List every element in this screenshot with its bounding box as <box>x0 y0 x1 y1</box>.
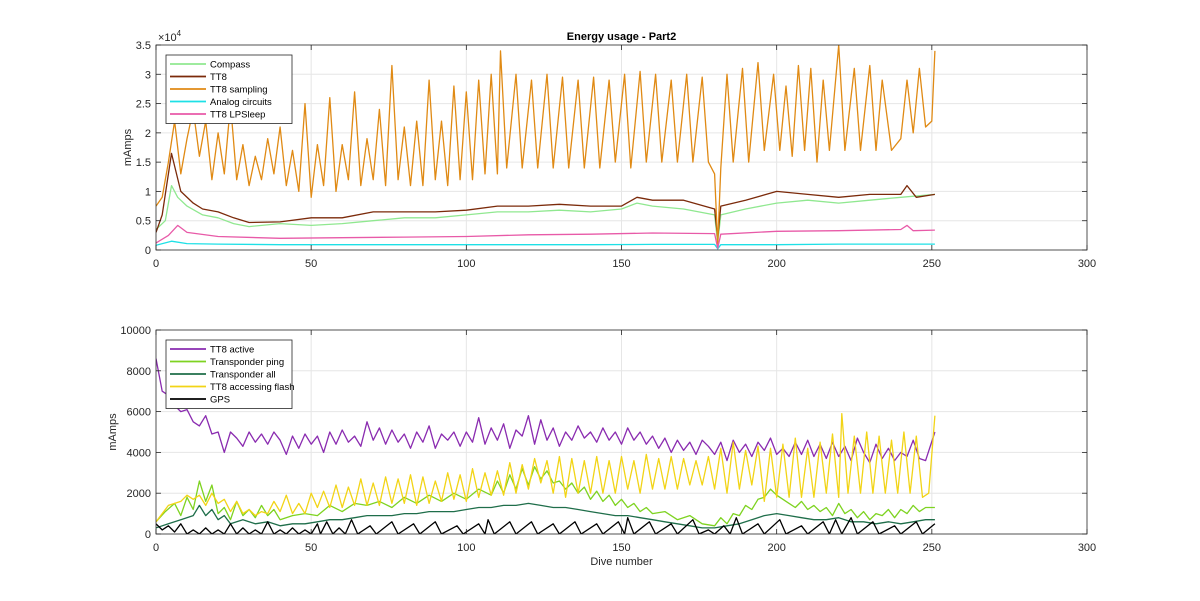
x-tick-label: 150 <box>612 258 630 270</box>
y-axis-label: mAmps <box>122 128 134 166</box>
chart-bottom-axes: 0 50 100 150 200 250 300 0 2000 4000 6000 8000 10000… <box>107 325 1096 568</box>
x-tick-label: 150 <box>612 542 630 554</box>
y-tick-label: 0 <box>145 245 151 257</box>
x-tick-label: 0 <box>153 542 159 554</box>
series-line-tt8-active <box>156 358 936 464</box>
y-tick-label: 2.5 <box>136 99 151 111</box>
y-exponent-base: ×10 <box>158 32 177 44</box>
legend-label-transponder-all: Transponder all <box>210 370 276 381</box>
series-line-tt8-sampling <box>156 45 936 245</box>
chart-title: Energy usage - Part2 <box>567 31 676 43</box>
legend-label-tt8-lpsleep: TT8 LPSleep <box>210 110 265 121</box>
legend-label-tt8-sampling: TT8 sampling <box>210 85 268 96</box>
series-line-tt8-lpsleep <box>156 224 935 249</box>
legend-label-analog-circuits: Analog circuits <box>210 97 272 108</box>
x-tick-label: 300 <box>1078 542 1096 554</box>
y-tick-label: 3.5 <box>136 40 151 52</box>
y-tick-label: 0 <box>145 529 151 541</box>
x-tick-label: 250 <box>923 542 941 554</box>
y-tick-label: 8000 <box>127 366 151 378</box>
series-group <box>156 358 936 534</box>
series-group <box>156 45 936 250</box>
y-tick-label: 0.5 <box>136 216 151 228</box>
legend-label-tt8-accessing-flash: TT8 accessing flash <box>210 382 294 393</box>
y-tick-label: 2000 <box>127 488 151 500</box>
y-exponent-label: ×104 <box>158 29 182 44</box>
x-tick-label: 300 <box>1078 258 1096 270</box>
x-tick-label: 200 <box>767 542 785 554</box>
series-line-gps <box>156 517 936 534</box>
x-axis-label: Dive number <box>590 556 653 568</box>
chart-top-axes: 0 50 100 150 200 250 300 0 0.5 1 1.5 2 2.5 3 3.5 ×104 En… <box>122 29 1096 270</box>
series-line-tt8 <box>156 152 936 239</box>
legend-label-transponder-ping: Transponder ping <box>210 357 284 368</box>
y-tick-label: 2 <box>145 128 151 140</box>
legend-label-tt8: TT8 <box>210 72 227 83</box>
legend-label-compass: Compass <box>210 60 250 71</box>
x-tick-label: 200 <box>767 258 785 270</box>
y-axis-label: mAmps <box>107 413 119 451</box>
y-tick-label: 1.5 <box>136 157 151 169</box>
legend-label-tt8-active: TT8 active <box>210 345 254 356</box>
series-line-analog-circuits <box>156 240 935 250</box>
series-line-compass <box>156 184 935 244</box>
y-tick-label: 10000 <box>120 325 151 337</box>
x-tick-label: 0 <box>153 258 159 270</box>
series-line-transponder-ping <box>156 466 935 527</box>
x-tick-label: 100 <box>457 258 475 270</box>
y-tick-label: 3 <box>145 69 151 81</box>
y-tick-label: 4000 <box>127 447 151 459</box>
x-tick-label: 50 <box>305 258 317 270</box>
x-tick-label: 250 <box>923 258 941 270</box>
x-tick-label: 100 <box>457 542 475 554</box>
y-tick-label: 6000 <box>127 407 151 419</box>
series-line-tt8-accessing-flash <box>156 412 936 523</box>
x-tick-label: 50 <box>305 542 317 554</box>
series-line-transponder-all <box>156 502 935 529</box>
y-exponent-power: 4 <box>177 29 182 38</box>
legend-label-gps: GPS <box>210 395 230 406</box>
y-tick-label: 1 <box>145 186 151 198</box>
